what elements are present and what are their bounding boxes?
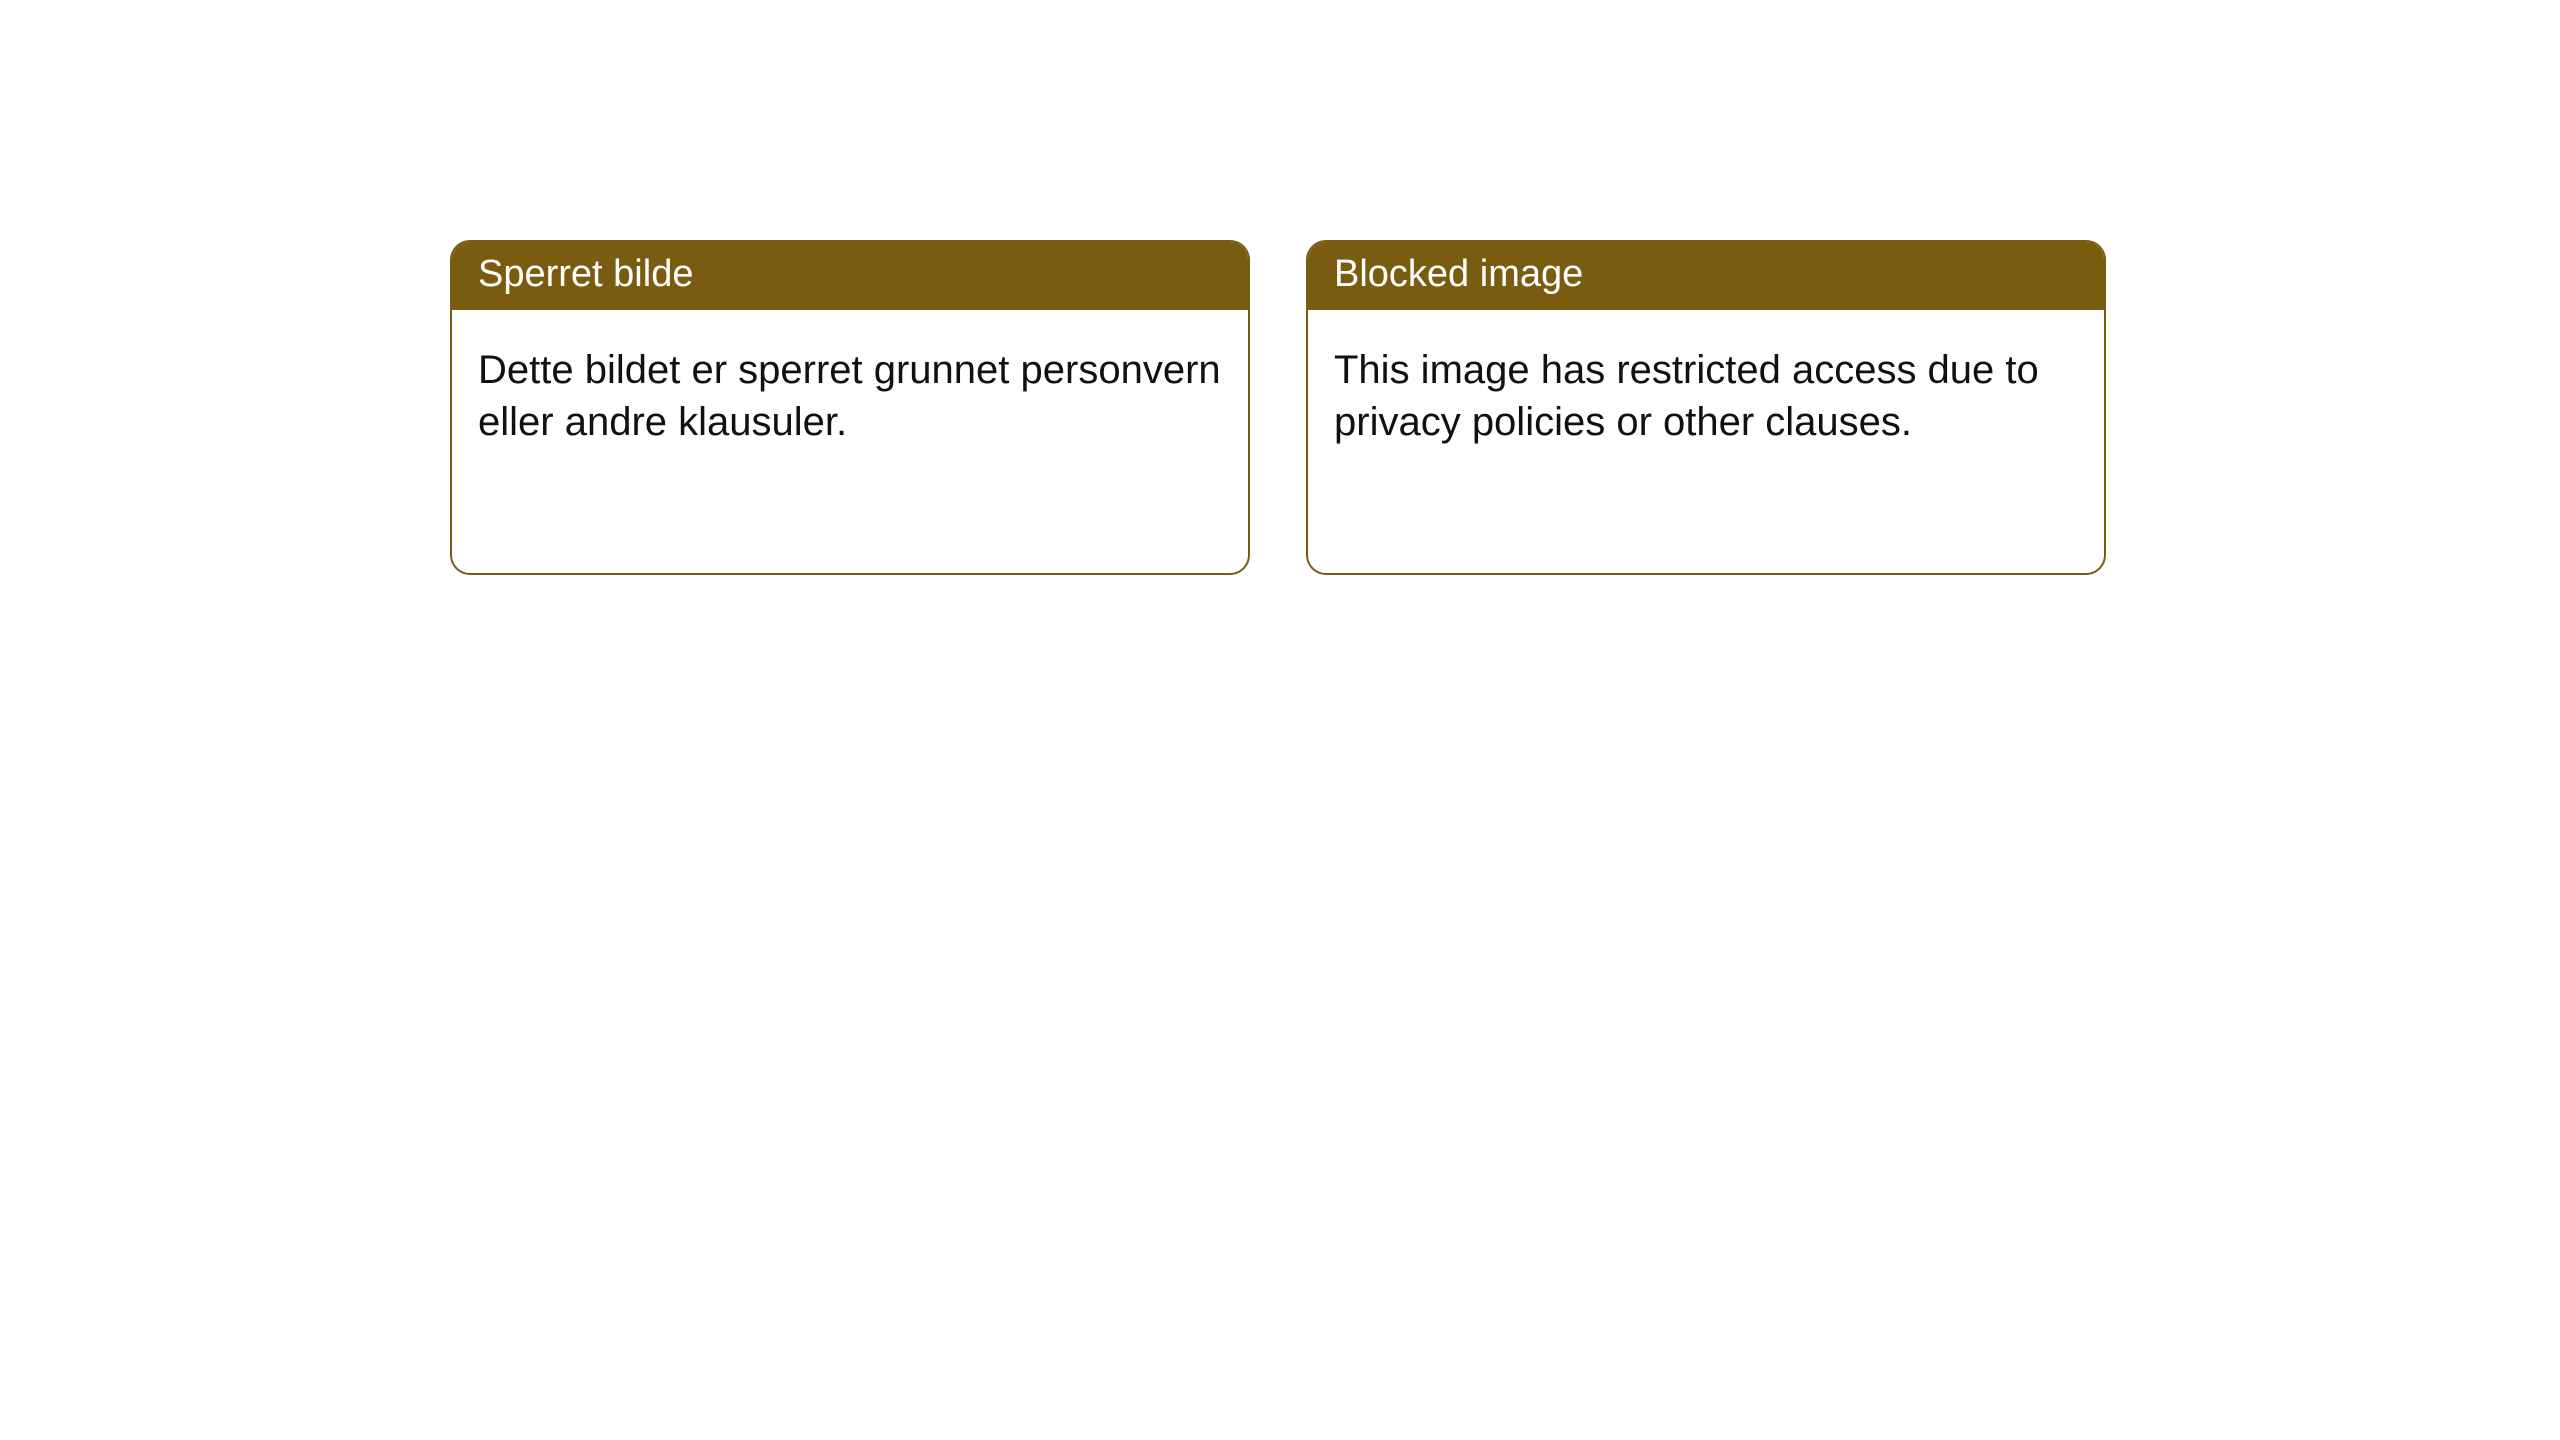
blocked-image-card-no: Sperret bilde Dette bildet er sperret gr… bbox=[450, 240, 1250, 575]
cards-row: Sperret bilde Dette bildet er sperret gr… bbox=[0, 0, 2560, 575]
card-body: This image has restricted access due to … bbox=[1308, 310, 2104, 476]
card-body-text: This image has restricted access due to … bbox=[1334, 348, 2039, 445]
card-body: Dette bildet er sperret grunnet personve… bbox=[452, 310, 1248, 476]
blocked-image-card-en: Blocked image This image has restricted … bbox=[1306, 240, 2106, 575]
card-header: Blocked image bbox=[1308, 242, 2104, 310]
card-body-text: Dette bildet er sperret grunnet personve… bbox=[478, 348, 1221, 445]
card-title: Blocked image bbox=[1334, 253, 1583, 295]
card-header: Sperret bilde bbox=[452, 242, 1248, 310]
card-title: Sperret bilde bbox=[478, 253, 693, 295]
